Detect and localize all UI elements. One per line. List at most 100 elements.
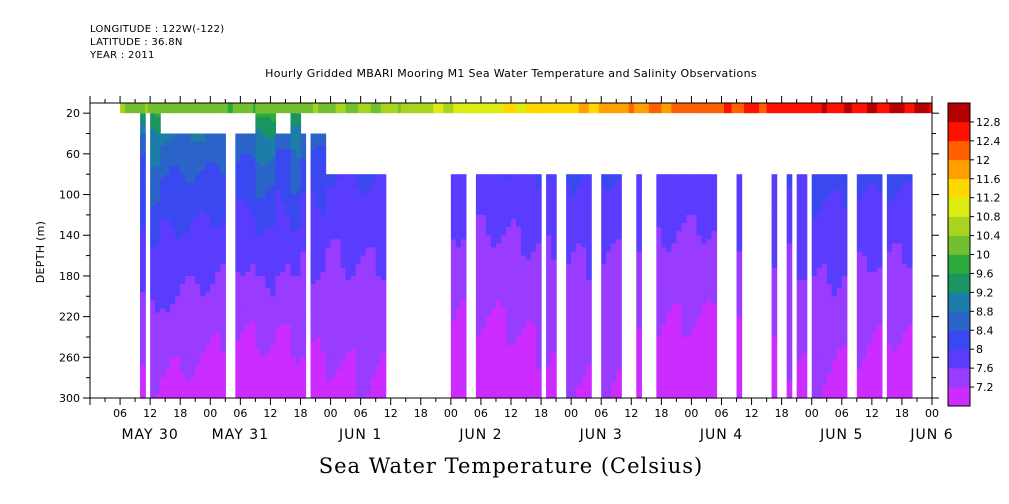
data-cell <box>526 210 532 216</box>
data-cell <box>480 275 487 281</box>
data-cell <box>576 190 582 196</box>
data-cell <box>380 255 387 261</box>
longitude-label: LONGITUDE : 122W(-122) <box>90 24 225 35</box>
data-cell <box>270 332 277 338</box>
data-cell <box>345 223 352 228</box>
data-cell <box>345 235 352 240</box>
data-cell <box>350 365 357 371</box>
data-cell <box>676 332 682 338</box>
data-cell <box>511 389 517 395</box>
data-cell <box>611 345 617 350</box>
data-cell <box>190 239 196 244</box>
data-cell <box>150 296 156 301</box>
data-cell <box>345 198 352 204</box>
data-cell <box>365 389 372 395</box>
data-cell <box>581 361 587 367</box>
data-cell <box>335 369 342 375</box>
data-cell <box>195 271 201 277</box>
data-cell <box>310 210 317 216</box>
data-cell <box>195 149 201 155</box>
data-cell <box>656 361 662 367</box>
data-cell <box>450 320 457 326</box>
data-cell <box>691 178 698 183</box>
data-cell <box>195 324 201 330</box>
data-cell <box>265 389 272 395</box>
data-cell <box>260 393 267 399</box>
data-cell <box>581 182 587 188</box>
data-cell <box>350 288 357 293</box>
data-cell <box>450 308 457 314</box>
data-cell <box>661 324 667 330</box>
data-cell <box>686 304 693 310</box>
data-cell <box>290 393 297 399</box>
data-cell <box>355 369 362 375</box>
data-cell <box>636 361 642 367</box>
data-cell <box>320 259 327 265</box>
data-cell <box>190 300 196 306</box>
data-cell <box>586 369 592 375</box>
data-cell <box>536 393 542 399</box>
data-cell <box>265 345 272 350</box>
data-cell <box>140 332 146 338</box>
data-cell <box>666 381 672 387</box>
data-cell <box>205 218 211 224</box>
data-cell <box>150 190 156 196</box>
data-cell <box>681 251 688 257</box>
data-cell <box>656 312 662 318</box>
data-cell <box>265 373 272 379</box>
data-cell <box>521 251 527 257</box>
data-cell <box>671 373 677 379</box>
data-cell <box>215 202 221 208</box>
data-cell <box>475 373 482 379</box>
data-cell <box>250 198 256 204</box>
data-cell <box>460 218 467 224</box>
data-column <box>636 174 642 399</box>
data-cell <box>611 393 617 399</box>
data-cell <box>365 381 372 387</box>
data-cell <box>270 210 277 216</box>
data-cell <box>200 393 206 399</box>
data-cell <box>345 210 352 216</box>
data-cell <box>666 341 672 346</box>
data-cell <box>285 157 292 163</box>
data-cell <box>365 275 372 281</box>
data-cell <box>365 373 372 379</box>
data-cell <box>460 357 467 362</box>
data-cell <box>160 227 166 232</box>
data-cell <box>300 190 307 196</box>
data-cell <box>335 381 342 387</box>
data-cell <box>330 275 337 281</box>
data-cell <box>265 178 272 183</box>
data-cell <box>340 194 347 200</box>
data-cell <box>315 336 322 342</box>
data-cell <box>315 324 322 330</box>
data-cell <box>566 381 572 387</box>
data-cell <box>616 369 622 375</box>
data-cell <box>235 223 241 228</box>
data-cell <box>345 239 352 244</box>
data-cell <box>480 385 487 391</box>
data-cell <box>606 369 612 375</box>
data-cell <box>315 275 322 281</box>
data-cell <box>536 369 542 375</box>
data-cell <box>666 280 672 285</box>
data-cell <box>380 349 387 354</box>
data-cell <box>661 280 667 285</box>
data-cell <box>195 288 201 293</box>
data-cell <box>190 271 196 277</box>
data-cell <box>365 218 372 224</box>
data-cell <box>180 170 186 175</box>
data-cell <box>500 349 507 354</box>
data-cell <box>235 153 241 159</box>
data-cell <box>611 255 617 261</box>
data-cell <box>190 218 196 224</box>
data-cell <box>245 369 251 375</box>
data-cell <box>551 182 557 188</box>
data-cell <box>691 280 698 285</box>
data-cell <box>526 341 532 346</box>
data-cell <box>521 194 527 200</box>
data-cell <box>140 292 146 297</box>
data-cell <box>500 178 507 183</box>
data-cell <box>325 263 332 269</box>
data-cell <box>551 316 557 322</box>
